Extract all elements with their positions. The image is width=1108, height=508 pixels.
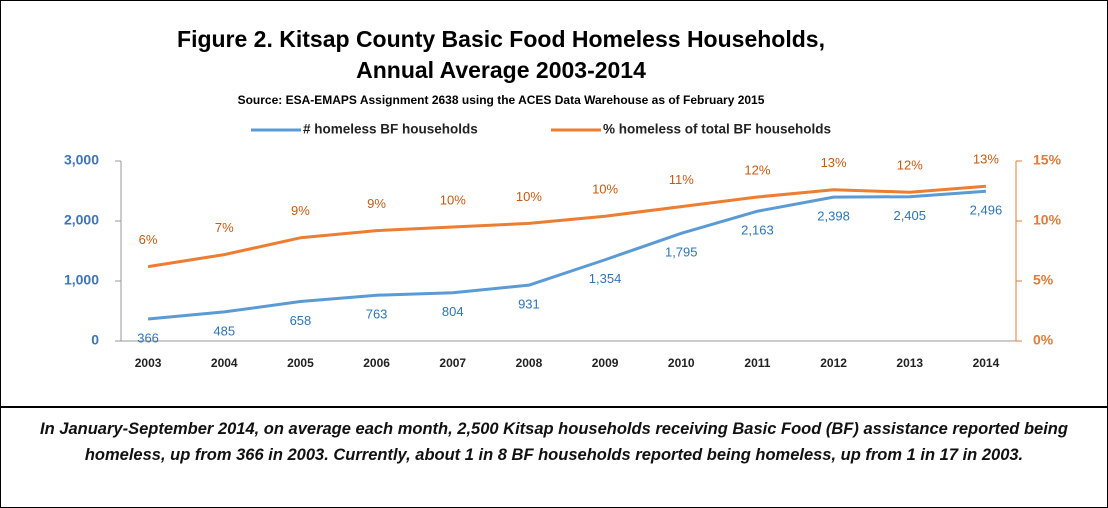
data-label: 763 <box>366 307 388 322</box>
data-label: 931 <box>518 297 540 312</box>
x-tick-label: 2010 <box>668 356 695 370</box>
y2-tick-label: 10% <box>1033 212 1062 228</box>
data-label: 804 <box>442 304 464 319</box>
y-tick-label: 2,000 <box>64 212 99 228</box>
x-tick-label: 2011 <box>744 356 770 370</box>
data-label: 10% <box>516 189 542 204</box>
series-line <box>147 184 987 269</box>
x-tick-label: 2006 <box>363 356 390 370</box>
chart-title: Figure 2. Kitsap County Basic Food Homel… <box>177 26 825 52</box>
y2-tick-label: 15% <box>1033 152 1062 168</box>
y2-tick-label: 5% <box>1033 272 1054 288</box>
data-label: 12% <box>744 162 770 177</box>
x-tick-label: 2008 <box>516 356 543 370</box>
data-label: 1,795 <box>665 245 698 260</box>
chart-title: Annual Average 2003-2014 <box>356 57 646 83</box>
x-tick-label: 2012 <box>820 356 847 370</box>
x-tick-label: 2009 <box>592 356 619 370</box>
y-tick-label: 0 <box>91 332 99 348</box>
data-label: 658 <box>290 313 312 328</box>
data-label: 2,496 <box>970 203 1003 218</box>
data-label: 10% <box>440 192 466 207</box>
chart-subtitle: Source: ESA-EMAPS Assignment 2638 using … <box>238 93 765 107</box>
x-tick-label: 2007 <box>439 356 466 370</box>
x-tick-label: 2013 <box>896 356 923 370</box>
data-label: 12% <box>897 158 923 173</box>
data-label: 2,405 <box>893 208 926 223</box>
chart: Figure 2. Kitsap County Basic Food Homel… <box>64 26 1062 370</box>
x-tick-label: 2004 <box>211 356 238 370</box>
data-label: 13% <box>973 152 999 167</box>
legend-label: % homeless of total BF households <box>603 122 831 137</box>
data-label: 7% <box>215 220 234 235</box>
data-label: 9% <box>291 203 310 218</box>
data-label: 9% <box>367 196 386 211</box>
y-tick-label: 3,000 <box>64 152 99 168</box>
data-label: 2,163 <box>741 223 774 238</box>
y2-tick-label: 0% <box>1033 332 1054 348</box>
data-label: 6% <box>139 232 158 247</box>
data-label: 11% <box>669 172 694 187</box>
x-tick-label: 2014 <box>973 356 1000 370</box>
data-label: 366 <box>137 330 159 345</box>
x-tick-label: 2005 <box>287 356 314 370</box>
x-tick-label: 2003 <box>135 356 162 370</box>
caption: In January-September 2014, on average ea… <box>1 406 1107 507</box>
series-line <box>147 189 987 321</box>
data-label: 13% <box>821 155 847 170</box>
data-label: 2,398 <box>817 209 850 224</box>
y-tick-label: 1,000 <box>64 272 99 288</box>
data-label: 1,354 <box>589 271 622 286</box>
data-label: 10% <box>592 182 618 197</box>
data-label: 485 <box>213 323 235 338</box>
legend-label: # homeless BF households <box>303 122 478 137</box>
